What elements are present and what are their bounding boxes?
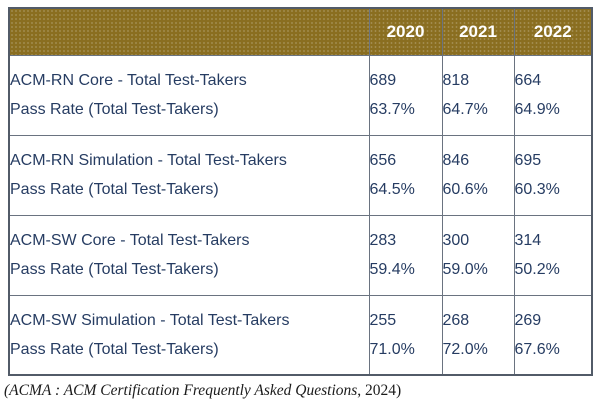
test-takers-value: 269 — [514, 311, 542, 329]
test-takers-value: 268 — [442, 311, 470, 329]
cell-2022: 269 67.6% — [513, 294, 593, 376]
cell-2021: 846 60.6% — [441, 134, 515, 216]
pass-rate-value: 60.6% — [442, 181, 488, 198]
cell-2020: 656 64.5% — [368, 134, 443, 216]
metric-label: ACM-SW Simulation - Total Test-Takers — [10, 311, 290, 329]
header-year-2022: 2022 — [513, 7, 593, 56]
row-labels: ACM-RN Simulation - Total Test-Takers Pa… — [8, 134, 370, 216]
pass-rate-value: 71.0% — [369, 340, 415, 358]
citation-title: (ACMA : ACM Certification Frequently Ask… — [4, 382, 358, 399]
metric-label: ACM-RN Simulation - Total Test-Takers — [10, 152, 287, 169]
table-row-acm-rn-core: ACM-RN Core - Total Test-Takers Pass Rat… — [8, 54, 593, 136]
cell-2020: 255 71.0% — [368, 294, 443, 376]
test-takers-value: 689 — [369, 72, 397, 89]
cell-2022: 314 50.2% — [513, 214, 593, 296]
citation-year: , 2024) — [357, 382, 402, 399]
test-takers-value: 255 — [369, 311, 397, 329]
source-citation: (ACMA : ACM Certification Frequently Ask… — [4, 382, 401, 400]
header-empty-cell — [8, 7, 370, 56]
pass-rate-value: 64.9% — [514, 101, 560, 118]
table-row-acm-rn-simulation: ACM-RN Simulation - Total Test-Takers Pa… — [8, 134, 593, 216]
header-year-2021: 2021 — [441, 7, 515, 56]
rate-label: Pass Rate (Total Test-Takers) — [10, 101, 219, 118]
test-takers-value: 283 — [369, 232, 397, 249]
table-row-acm-sw-core: ACM-SW Core - Total Test-Takers Pass Rat… — [8, 214, 593, 296]
certification-stats-table: 2020 2021 2022 ACM-RN Core - Total Test-… — [8, 7, 593, 376]
test-takers-value: 818 — [442, 72, 470, 89]
pass-rate-value: 72.0% — [442, 340, 488, 358]
cell-2022: 695 60.3% — [513, 134, 593, 216]
cell-2020: 283 59.4% — [368, 214, 443, 296]
pass-rate-value: 64.7% — [442, 101, 488, 118]
cell-2022: 664 64.9% — [513, 54, 593, 136]
cell-2020: 689 63.7% — [368, 54, 443, 136]
header-year-2020: 2020 — [368, 7, 443, 56]
metric-label: ACM-RN Core - Total Test-Takers — [10, 72, 247, 89]
row-labels: ACM-RN Core - Total Test-Takers Pass Rat… — [8, 54, 370, 136]
pass-rate-value: 59.4% — [369, 261, 415, 278]
row-labels: ACM-SW Simulation - Total Test-Takers Pa… — [8, 294, 370, 376]
rate-label: Pass Rate (Total Test-Takers) — [10, 181, 219, 198]
test-takers-value: 314 — [514, 232, 542, 249]
pass-rate-value: 60.3% — [514, 181, 560, 198]
metric-label: ACM-SW Core - Total Test-Takers — [10, 232, 250, 249]
row-labels: ACM-SW Core - Total Test-Takers Pass Rat… — [8, 214, 370, 296]
test-takers-value: 695 — [514, 152, 542, 169]
test-takers-value: 664 — [514, 72, 542, 89]
test-takers-value: 846 — [442, 152, 470, 169]
table-row-acm-sw-simulation: ACM-SW Simulation - Total Test-Takers Pa… — [8, 294, 593, 376]
table-header-row: 2020 2021 2022 — [8, 7, 593, 56]
rate-label: Pass Rate (Total Test-Takers) — [10, 340, 219, 358]
rate-label: Pass Rate (Total Test-Takers) — [10, 261, 219, 278]
cell-2021: 268 72.0% — [441, 294, 515, 376]
pass-rate-value: 63.7% — [369, 101, 415, 118]
test-takers-value: 300 — [442, 232, 470, 249]
pass-rate-value: 64.5% — [369, 181, 415, 198]
pass-rate-value: 67.6% — [514, 340, 560, 358]
pass-rate-value: 50.2% — [514, 261, 560, 278]
cell-2021: 818 64.7% — [441, 54, 515, 136]
pass-rate-value: 59.0% — [442, 261, 488, 278]
test-takers-value: 656 — [369, 152, 397, 169]
cell-2021: 300 59.0% — [441, 214, 515, 296]
